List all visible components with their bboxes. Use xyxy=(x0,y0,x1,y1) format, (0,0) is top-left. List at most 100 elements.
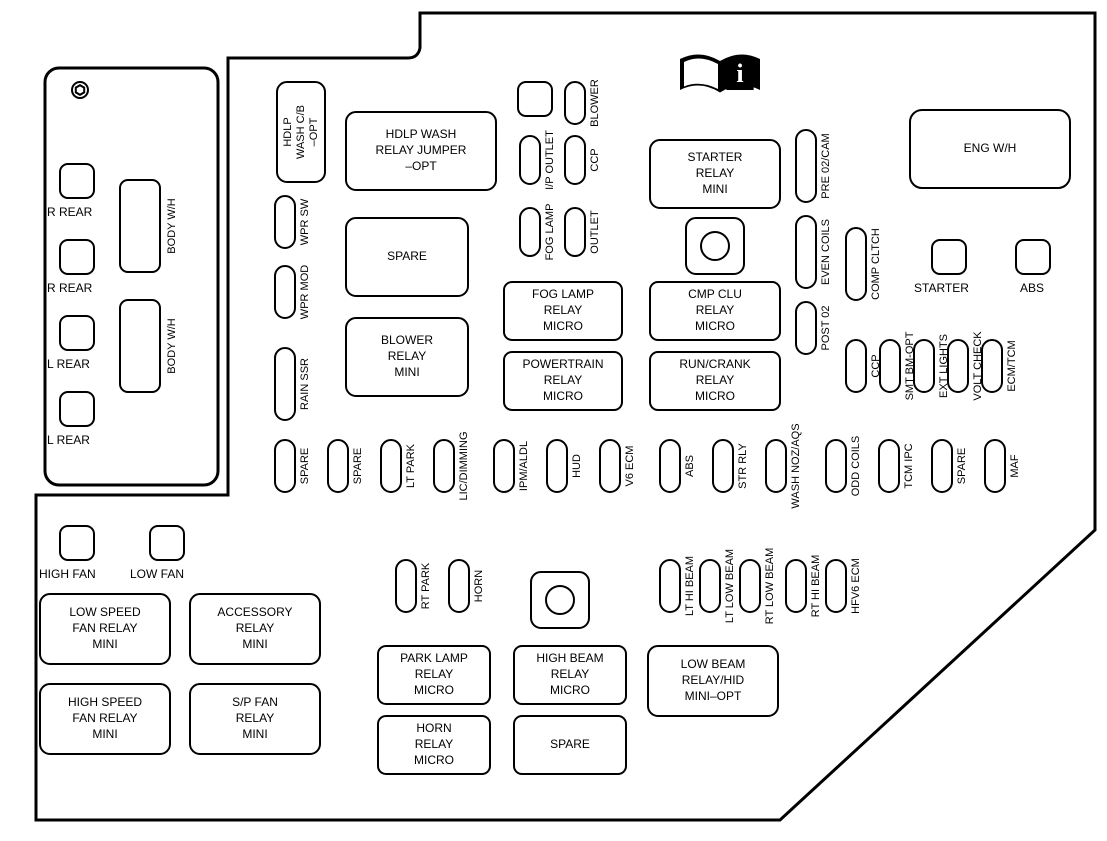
svg-text:ABS: ABS xyxy=(684,455,696,477)
starter-sq xyxy=(932,240,966,274)
svg-text:RELAY: RELAY xyxy=(388,349,426,363)
abs-sq xyxy=(1016,240,1050,274)
r-rear-1 xyxy=(60,164,94,198)
spare-1 xyxy=(275,440,295,492)
high-fan-label: HIGH FAN xyxy=(39,567,96,581)
svg-text:S/P FAN: S/P FAN xyxy=(232,695,278,709)
ipm-aldl xyxy=(494,440,514,492)
svg-text:FAN RELAY: FAN RELAY xyxy=(72,621,137,635)
svg-text:LOW SPEED: LOW SPEED xyxy=(69,605,141,619)
svg-text:RELAY: RELAY xyxy=(696,373,734,387)
ccp xyxy=(565,136,585,184)
svg-text:SPARE: SPARE xyxy=(387,249,427,263)
tcm-ipc xyxy=(879,440,899,492)
svg-text:LT HI BEAM: LT HI BEAM xyxy=(684,556,696,616)
rt-low-beam xyxy=(740,560,760,612)
svg-text:MINI: MINI xyxy=(702,182,727,196)
pre-02-cam xyxy=(796,130,816,202)
svg-text:ODD COILS: ODD COILS xyxy=(850,436,862,497)
svg-text:ACCESSORY: ACCESSORY xyxy=(217,605,292,619)
bolt-2 xyxy=(701,232,729,260)
str-rly xyxy=(713,440,733,492)
svg-text:V6 ECM: V6 ECM xyxy=(624,446,636,487)
hfv6-ecm xyxy=(826,560,846,612)
lt-low-beam xyxy=(700,560,720,612)
svg-text:CMP CLU: CMP CLU xyxy=(688,287,742,301)
svg-text:STR RLY: STR RLY xyxy=(737,443,749,489)
svg-text:RELAY JUMPER: RELAY JUMPER xyxy=(376,143,467,157)
body-wh-2 xyxy=(120,300,160,392)
l-rear-1-label: L REAR xyxy=(47,357,90,371)
odd-coils xyxy=(826,440,846,492)
svg-text:MINI: MINI xyxy=(92,727,117,741)
spare-2 xyxy=(328,440,348,492)
svg-text:SPARE: SPARE xyxy=(956,448,968,484)
outlet xyxy=(565,208,585,256)
svg-text:BODY W/H: BODY W/H xyxy=(166,318,178,373)
svg-text:RELAY: RELAY xyxy=(696,166,734,180)
svg-text:RT LOW BEAM: RT LOW BEAM xyxy=(764,548,776,625)
svg-text:RELAY: RELAY xyxy=(544,303,582,317)
svg-text:OUTLET: OUTLET xyxy=(589,210,601,254)
svg-text:HUD: HUD xyxy=(571,454,583,478)
horn-f xyxy=(449,560,469,612)
svg-text:MICRO: MICRO xyxy=(695,319,735,333)
r-rear-1-label: R REAR xyxy=(47,205,93,219)
abs-sq-label: ABS xyxy=(1020,281,1044,295)
low-fan-label: LOW FAN xyxy=(130,567,184,581)
svg-text:MINI: MINI xyxy=(394,365,419,379)
svg-text:IPM/ALDL: IPM/ALDL xyxy=(518,441,530,491)
bolt-3 xyxy=(546,586,574,614)
svg-text:WASH C/B: WASH C/B xyxy=(295,105,307,159)
svg-text:LT LOW BEAM: LT LOW BEAM xyxy=(724,549,736,623)
svg-text:HDLP WASH: HDLP WASH xyxy=(386,127,457,141)
svg-text:MICRO: MICRO xyxy=(414,683,454,697)
svg-text:BODY W/H: BODY W/H xyxy=(166,198,178,253)
l-rear-2-label: L REAR xyxy=(47,433,90,447)
svg-text:HIGH BEAM: HIGH BEAM xyxy=(536,651,603,665)
svg-text:RT PARK: RT PARK xyxy=(420,562,432,609)
svg-text:MICRO: MICRO xyxy=(550,683,590,697)
svg-text:LT PARK: LT PARK xyxy=(405,443,417,488)
svg-text:STARTER: STARTER xyxy=(688,150,743,164)
r-rear-2-label: R REAR xyxy=(47,281,93,295)
l-rear-1 xyxy=(60,316,94,350)
wash-noz xyxy=(766,440,786,492)
ip-outlet xyxy=(520,136,540,184)
svg-text:SPARE: SPARE xyxy=(550,737,590,751)
svg-text:–OPT: –OPT xyxy=(405,159,437,173)
svg-text:RAIN SSR: RAIN SSR xyxy=(299,358,311,410)
svg-text:BLOWER: BLOWER xyxy=(589,79,601,127)
svg-text:PARK LAMP: PARK LAMP xyxy=(400,651,468,665)
svg-text:HORN: HORN xyxy=(473,570,485,602)
even-coils xyxy=(796,216,816,288)
fuse-box-diagram: i R REAR R REAR L REAR L REAR HIGH FAN LOW FAN… xyxy=(0,0,1107,841)
svg-text:MINI: MINI xyxy=(92,637,117,651)
info-icon: i xyxy=(680,54,760,92)
svg-text:TCM IPC: TCM IPC xyxy=(903,443,915,488)
hud xyxy=(547,440,567,492)
spare-3 xyxy=(932,440,952,492)
svg-text:RELAY: RELAY xyxy=(544,373,582,387)
body-wh-1 xyxy=(120,180,160,272)
svg-text:LIC/DIMMING: LIC/DIMMING xyxy=(458,431,470,500)
svg-text:ECM/TCM: ECM/TCM xyxy=(1006,340,1018,391)
v6-ecm xyxy=(600,440,620,492)
svg-text:MINI: MINI xyxy=(242,727,267,741)
blower-sq xyxy=(518,82,552,116)
svg-text:I/P OUTLET: I/P OUTLET xyxy=(544,130,556,190)
svg-text:MICRO: MICRO xyxy=(543,389,583,403)
r-rear-2 xyxy=(60,240,94,274)
svg-text:HFV6 ECM: HFV6 ECM xyxy=(850,558,862,614)
svg-text:LOW BEAM: LOW BEAM xyxy=(681,657,746,671)
svg-text:BLOWER: BLOWER xyxy=(381,333,433,347)
svg-text:MAF: MAF xyxy=(1009,454,1021,478)
svg-text:RELAY: RELAY xyxy=(696,303,734,317)
svg-text:FOG LAMP: FOG LAMP xyxy=(532,287,594,301)
high-fan xyxy=(60,526,94,560)
low-fan xyxy=(150,526,184,560)
svg-text:MICRO: MICRO xyxy=(695,389,735,403)
rain-ssr xyxy=(275,348,295,420)
l-rear-2 xyxy=(60,392,94,426)
svg-text:MINI: MINI xyxy=(242,637,267,651)
